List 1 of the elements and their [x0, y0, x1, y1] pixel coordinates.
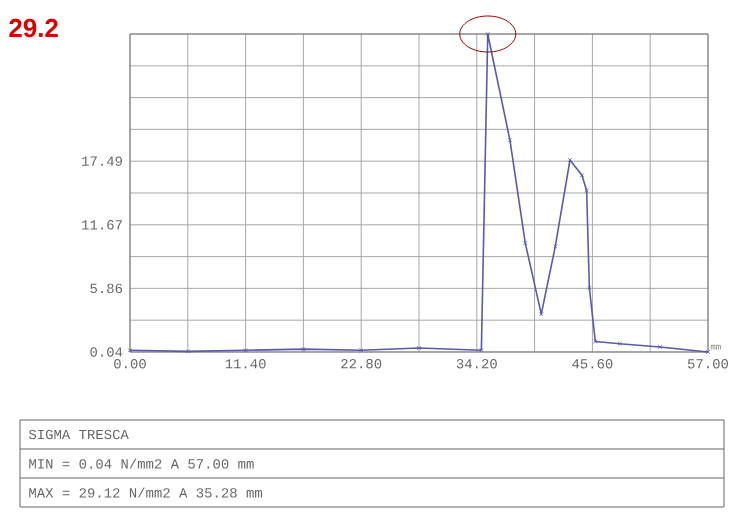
text: 29.2	[9, 18, 58, 38]
